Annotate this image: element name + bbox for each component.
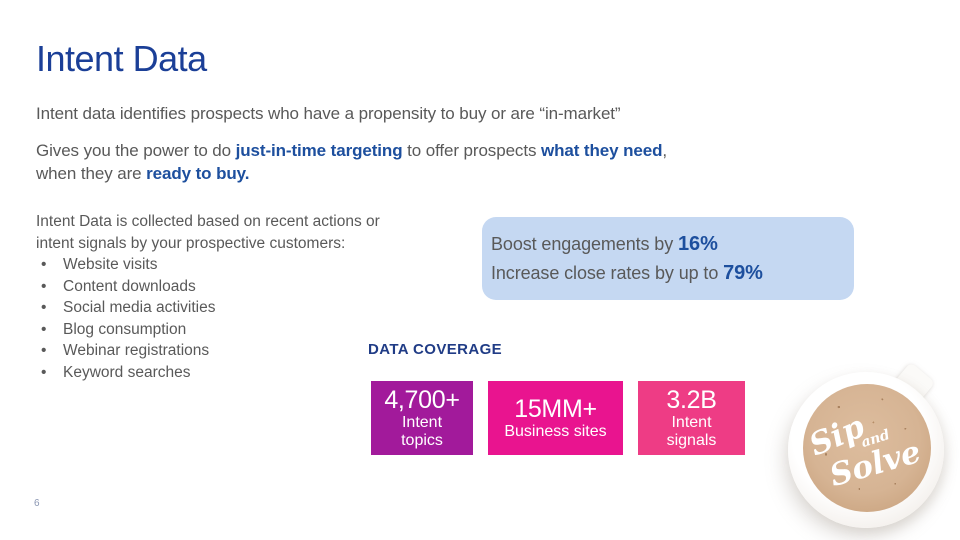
list-item: Content downloads	[36, 276, 391, 298]
stat-box-label: Intent topics	[401, 413, 443, 449]
stats-callout: Boost engagements by 16% Increase close …	[482, 217, 854, 300]
text-segment: Increase close rates by up to	[491, 262, 724, 283]
stat-value-79: 79%	[723, 261, 763, 284]
stat-box-value: 4,700+	[384, 385, 460, 414]
page-number: 6	[34, 498, 40, 509]
collection-intro-text: Intent Data is collected based on recent…	[36, 213, 380, 252]
highlight-ready-to-buy: ready to buy.	[146, 164, 250, 183]
list-item: Keyword searches	[36, 362, 391, 384]
collection-description: Intent Data is collected based on recent…	[36, 211, 391, 383]
stat-box-intent-topics: 4,700+ Intent topics	[371, 381, 473, 455]
stat-box-value: 3.2B	[666, 385, 717, 414]
text-segment: when they are	[36, 164, 147, 183]
list-item: Webinar registrations	[36, 340, 391, 362]
coffee-cup-image: Sip and Solve	[788, 361, 944, 528]
stat-box-label: Intent signals	[666, 413, 717, 449]
text-segment: to offer prospects	[402, 141, 541, 160]
list-item: Website visits	[36, 254, 391, 276]
intro-text: Intent data identifies prospects who hav…	[36, 104, 621, 123]
stat-line-close-rates: Increase close rates by up to 79%	[491, 259, 854, 288]
stat-value-16: 16%	[678, 232, 718, 255]
data-coverage-heading: DATA COVERAGE	[368, 341, 503, 358]
stat-box-business-sites: 15MM+ Business sites	[488, 381, 623, 455]
intent-signal-list: Website visits Content downloads Social …	[36, 254, 391, 383]
text-segment: Boost engagements by	[491, 233, 679, 254]
text-segment: ,	[662, 141, 667, 160]
list-item: Social media activities	[36, 297, 391, 319]
value-proposition-text: Gives you the power to do just-in-time t…	[36, 139, 756, 185]
stat-line-engagements: Boost engagements by 16%	[491, 230, 854, 259]
highlight-what-they-need: what they need	[540, 141, 663, 160]
data-coverage-boxes: 4,700+ Intent topics 15MM+ Business sites…	[371, 381, 745, 455]
stat-box-intent-signals: 3.2B Intent signals	[638, 381, 745, 455]
stat-box-label: Business sites	[504, 422, 607, 440]
coffee-surface: Sip and Solve	[803, 384, 931, 512]
list-item: Blog consumption	[36, 319, 391, 341]
page-title: Intent Data	[36, 38, 207, 79]
text-segment: Gives you the power to do	[36, 141, 236, 160]
stat-box-value: 15MM+	[514, 394, 597, 423]
highlight-just-in-time-targeting: just-in-time targeting	[235, 141, 403, 160]
